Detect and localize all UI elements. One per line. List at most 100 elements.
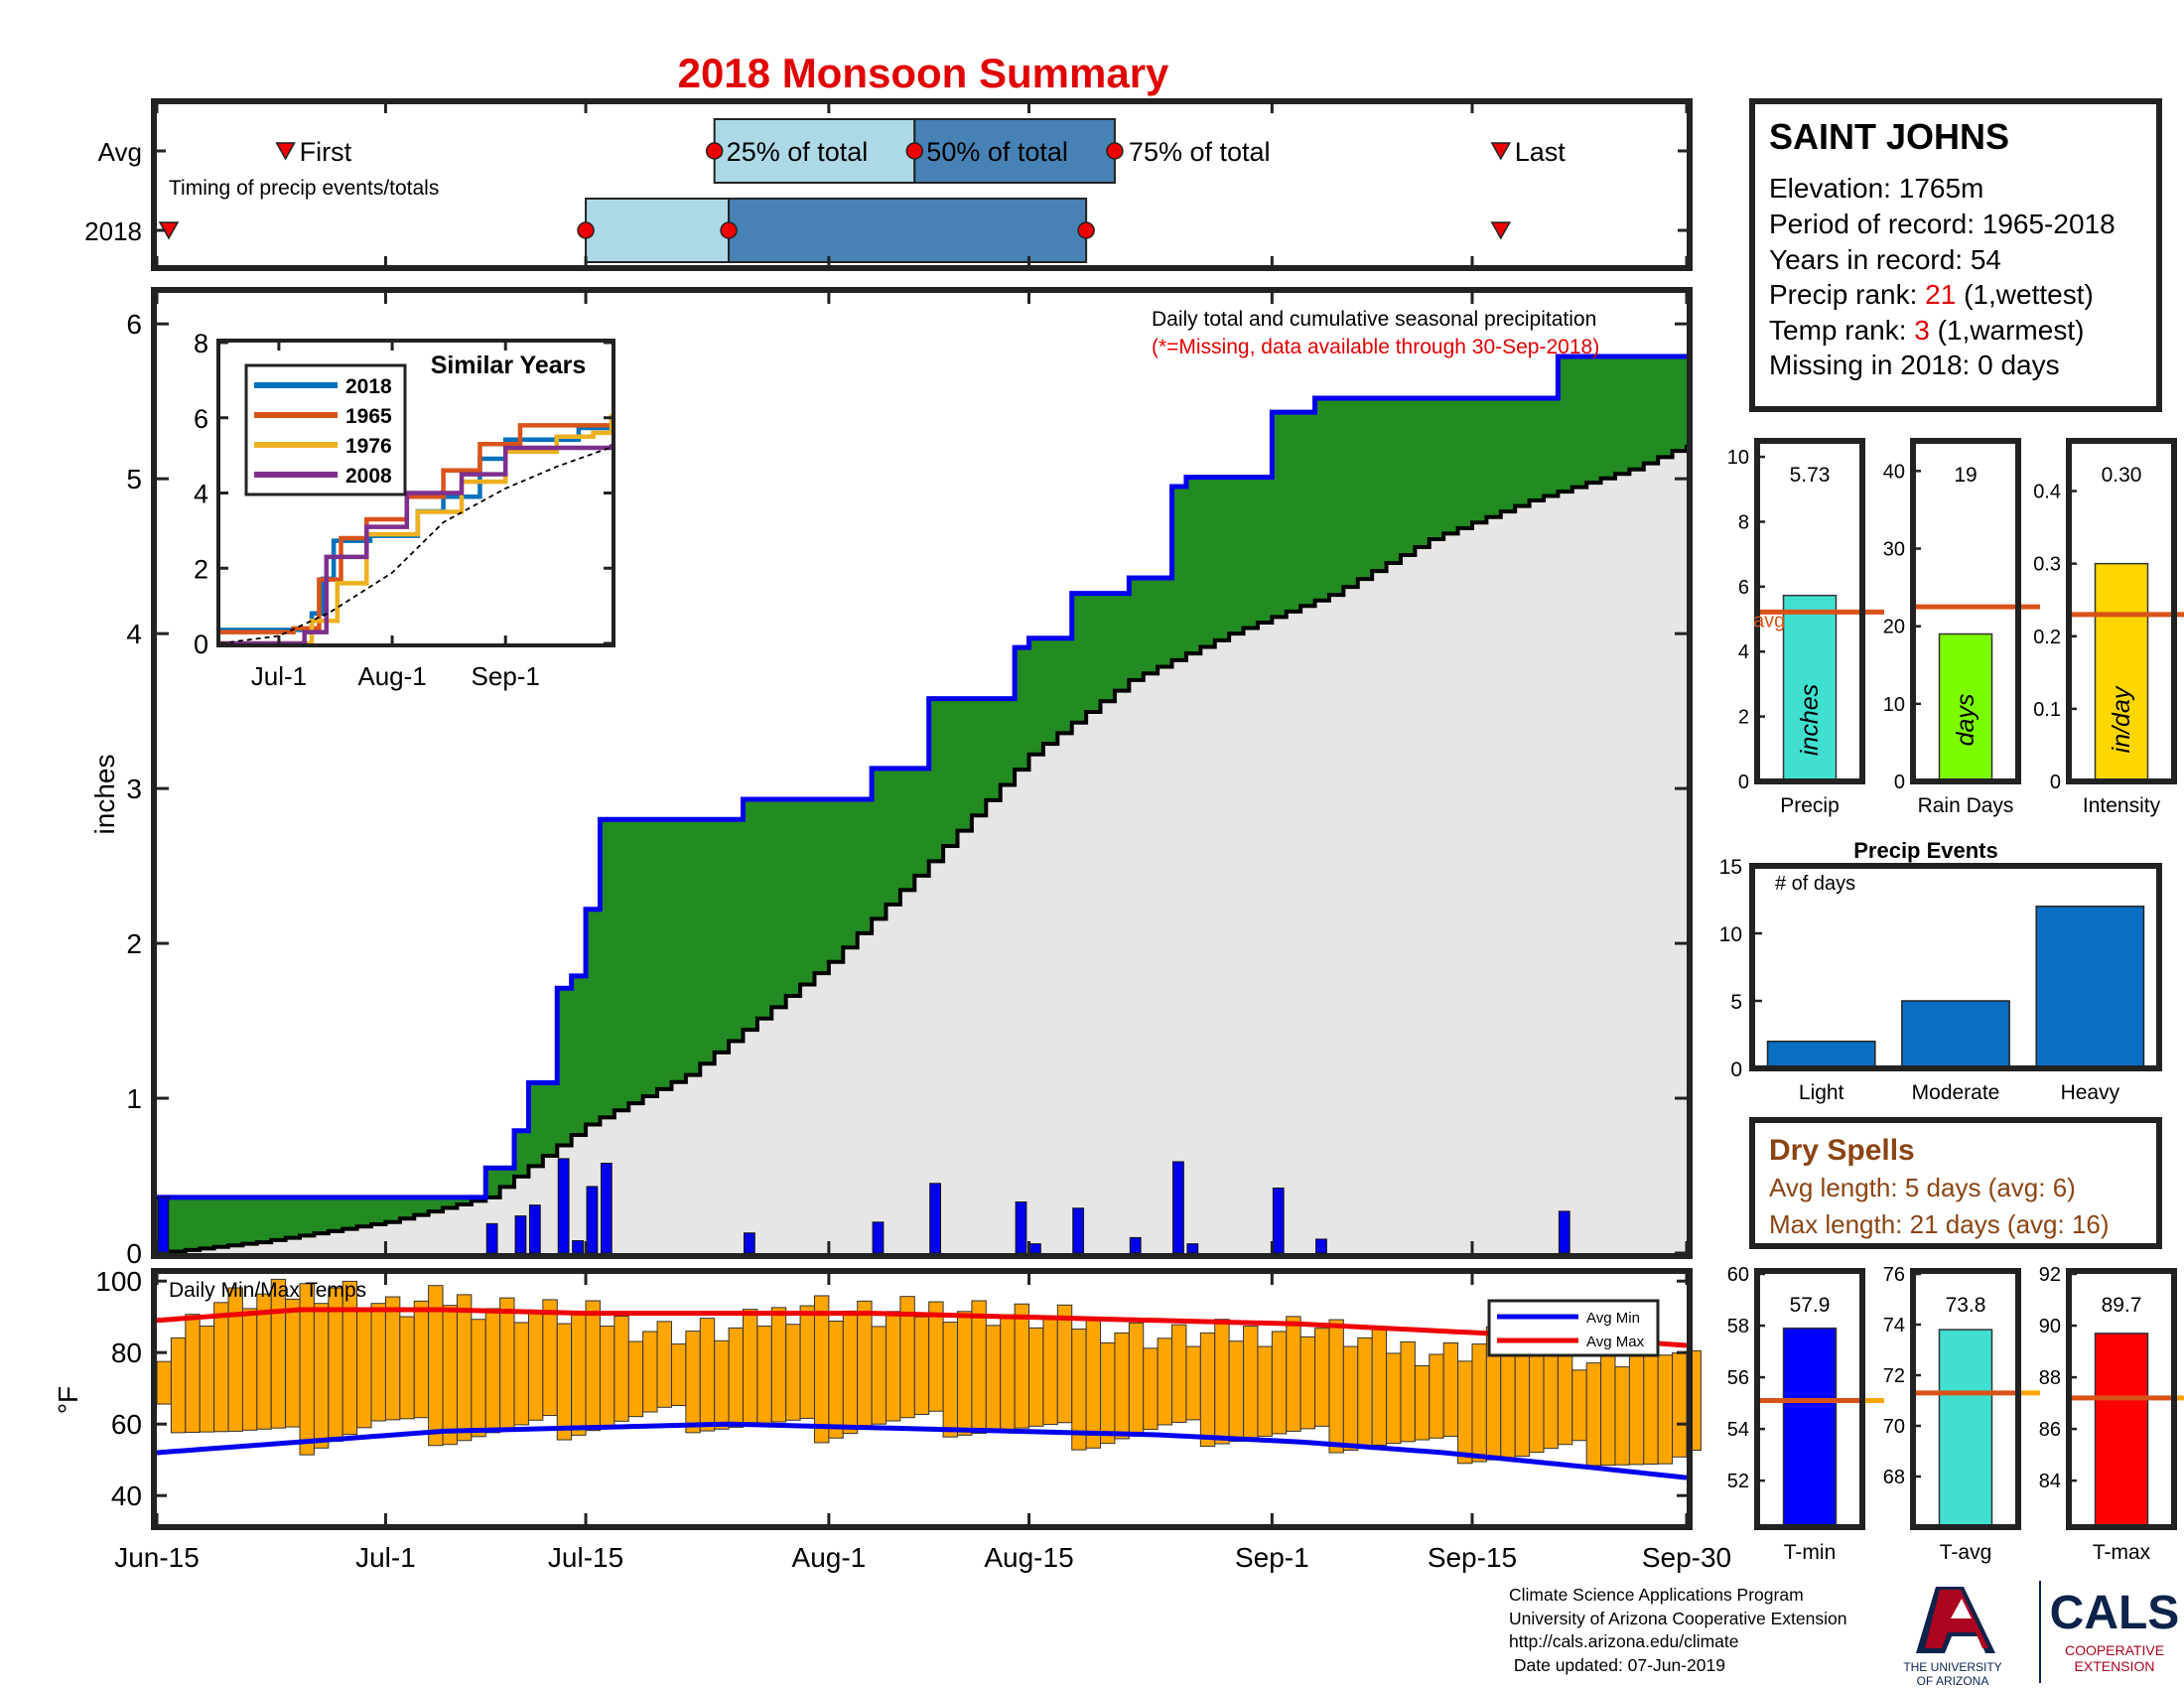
legend-avg-min-label: Avg Min (1586, 1310, 1640, 1327)
temp-ytick-label: 80 (111, 1337, 142, 1368)
precip-total-xlabel: Precip (1780, 794, 1840, 817)
daily-temp-bar (1543, 1348, 1559, 1450)
precip-total-ytick-label: 2 (1738, 707, 1749, 729)
daily-precip-bar (1129, 1236, 1142, 1254)
inset-ytick-label: 2 (194, 554, 208, 584)
inset-ytick-label: 4 (194, 480, 208, 509)
daily-temp-bar (556, 1323, 573, 1441)
timing-year-label: 2018 (84, 216, 142, 246)
cals-logo: CALS COOPERATIVE EXTENSION (2050, 1587, 2180, 1674)
daily-temp-bar (770, 1307, 787, 1423)
ua-logo-line2: OF ARIZONA (1917, 1674, 1989, 1688)
daily-temp-bar (499, 1297, 515, 1430)
events-ytick-label: 15 (1719, 856, 1742, 879)
footer-line-1: Climate Science Applications Program (1509, 1585, 1804, 1605)
t-avg-ytick-label: 76 (1883, 1264, 1905, 1286)
daily-temp-bar (1371, 1329, 1388, 1446)
intensity-ytick-label: 0.4 (2033, 482, 2061, 503)
avg-max-line (156, 1307, 1688, 1348)
precip-total-unit-label: inches (1796, 684, 1824, 756)
daily-temp-bar (1243, 1326, 1259, 1440)
t-min-ytick-label: 56 (1727, 1367, 1749, 1389)
date-xtick-label: Jul-15 (548, 1542, 623, 1573)
station-period: Period of record: 1965-2018 (1769, 209, 2116, 239)
station-info-box: SAINT JOHNS Elevation: 1765m Period of r… (1749, 98, 2162, 412)
y2018-25-marker (577, 221, 595, 239)
daily-temp-bar (1056, 1304, 1073, 1424)
daily-precip-bar (1558, 1210, 1570, 1254)
precip-total-bar (1782, 594, 1838, 782)
main-ytick-label: 3 (126, 774, 142, 804)
precip-total-ytick-label: 4 (1738, 641, 1749, 663)
main-y-axis-label: inches (89, 755, 120, 835)
daily-temp-bar (985, 1325, 1002, 1433)
t-max-bar (2094, 1333, 2149, 1528)
temp-ytick-label: 40 (111, 1480, 142, 1511)
precip-rank-value: 21 (1925, 279, 1956, 310)
daily-precip-bar (1172, 1161, 1184, 1254)
t-max-xlabel: T-max (2093, 1541, 2151, 1564)
cals-logo-line1: COOPERATIVE (2065, 1642, 2164, 1658)
avg-50-75-box (913, 118, 1116, 184)
temp-rank-value: 3 (1914, 315, 1930, 346)
inset-ytick-label: 8 (194, 329, 208, 358)
daily-temp-bar (313, 1303, 330, 1449)
events-ytick-label: 10 (1719, 923, 1742, 946)
daily-temp-bar (227, 1287, 243, 1432)
date-xtick-label: Sep-15 (1428, 1542, 1517, 1573)
station-missing: Missing in 2018: 0 days (1769, 350, 2060, 380)
rain-days-value-label: 19 (1954, 464, 1977, 487)
precip-total-value-label: 5.73 (1790, 464, 1831, 487)
daily-temp-bar (670, 1343, 687, 1406)
inset-legend-label: 2008 (345, 465, 392, 488)
intensity-ytick-label: 0.2 (2033, 627, 2061, 648)
t-max-panel: 89.7 84 86 88 90 92 T-max (2039, 1264, 2184, 1564)
timing-caption: Timing of precip events/totals (169, 177, 439, 200)
main-ytick-label: 4 (126, 619, 142, 649)
intensity-ytick-label: 0.1 (2033, 699, 2061, 721)
daily-temp-bar (1185, 1345, 1201, 1421)
daily-temp-bar (699, 1318, 716, 1432)
t-avg-panel: 73.8 68 70 72 74 76 T-avg (1883, 1264, 2040, 1564)
main-ytick-label: 6 (126, 309, 142, 340)
events-ytick-label: 5 (1730, 991, 1742, 1014)
temp-legend: Avg Min Avg Max (1487, 1299, 1660, 1357)
avg-min-line (156, 1421, 1688, 1480)
events-ylabel: # of days (1775, 873, 1855, 895)
precip-total-ytick-label: 8 (1738, 511, 1749, 533)
main-ytick-label: 2 (126, 928, 142, 959)
daily-precip-bar (929, 1183, 942, 1254)
daily-precip-bar (157, 1196, 170, 1254)
event-category-label: Heavy (2061, 1081, 2120, 1104)
daily-temp-bar (1400, 1340, 1416, 1443)
daily-temp-bar (1100, 1341, 1116, 1445)
daily-temp-bar (1028, 1327, 1044, 1427)
daily-temp-bar (471, 1319, 486, 1438)
daily-temp-bar (199, 1326, 215, 1433)
t-max-ytick-label: 92 (2039, 1264, 2061, 1286)
y2018-25-50-box (585, 198, 731, 263)
precip-total-ytick-label: 10 (1727, 447, 1749, 469)
station-name: SAINT JOHNS (1769, 116, 2009, 157)
footer-line-3: http://cals.arizona.edu/climate (1509, 1631, 1739, 1651)
figure-title: 2018 Monsoon Summary (678, 50, 1169, 96)
daily-temp-bar (656, 1321, 672, 1408)
avg-first-marker (275, 142, 296, 161)
intensity-frame (2066, 438, 2177, 784)
temp-chart-title: Daily Min/Max Temps (169, 1279, 366, 1302)
daily-temp-bar (913, 1316, 930, 1415)
precip-total-panel: 5.73 0 2 4 6 8 10 inches avg Precip (1727, 438, 1884, 817)
daily-temp-bar (527, 1310, 544, 1421)
daily-temp-bar (928, 1301, 944, 1412)
daily-temp-bar (1628, 1350, 1645, 1466)
daily-precip-bar (600, 1163, 613, 1254)
daily-temp-bar (1557, 1340, 1573, 1446)
daily-temp-bar (614, 1315, 629, 1422)
temp-rank-suffix: (1,warmest) (1930, 315, 2085, 346)
daily-temp-bar (742, 1309, 758, 1427)
avg-50-label: 50% of total (926, 137, 1068, 167)
daily-precip-bar (1029, 1243, 1041, 1254)
daily-temp-bar (341, 1280, 358, 1436)
daily-temp-bar (1571, 1369, 1587, 1442)
timing-panel: Avg 2018 Timing of precip events/totals … (84, 98, 1693, 271)
